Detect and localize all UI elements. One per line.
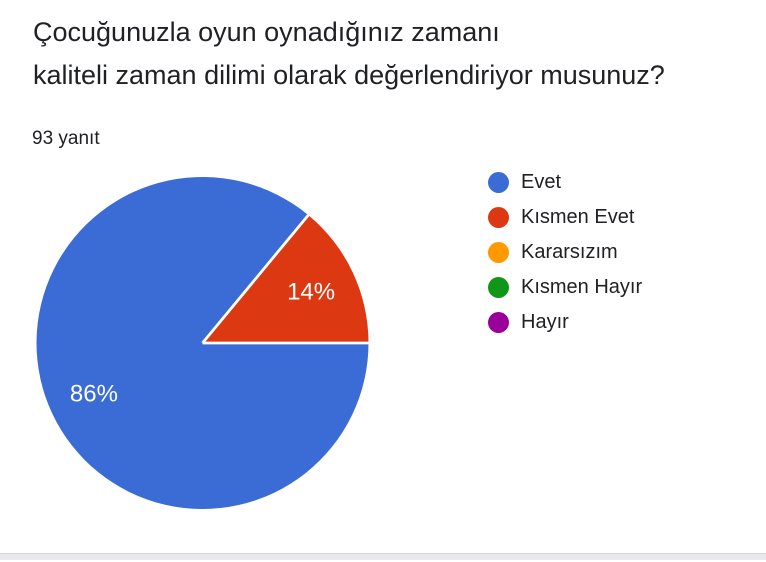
legend-swatch-icon <box>488 312 509 333</box>
response-count: 93 yanıt <box>32 128 100 149</box>
question-title: Çocuğunuzla oyun oynadığınız zamanı kali… <box>33 11 753 97</box>
legend-label: Evet <box>521 171 562 193</box>
legend-label: Kısmen Evet <box>521 206 635 228</box>
bottom-divider <box>0 553 766 560</box>
chart-legend: Evet Kısmen Evet Kararsızım Kısmen Hayır Hay… <box>488 165 642 340</box>
question-title-line-2: kaliteli zaman dilimi olarak değerlendir… <box>33 60 665 90</box>
legend-item-0: Evet <box>488 165 642 200</box>
slice-separator <box>201 214 310 344</box>
legend-label: Hayır <box>521 311 569 333</box>
legend-item-4: Hayır <box>488 305 642 340</box>
question-title-line-1: Çocuğunuzla oyun oynadığınız zamanı <box>33 17 500 47</box>
pie-slice-1[interactable] <box>202 215 369 343</box>
legend-swatch-icon <box>488 172 509 193</box>
pie-slice-percent-label: 14% <box>287 278 335 305</box>
pie-slice-percent-label: 86% <box>70 381 118 408</box>
legend-label: Kısmen Hayır <box>521 276 643 298</box>
legend-item-2: Kararsızım <box>488 235 642 270</box>
legend-swatch-icon <box>488 207 509 228</box>
legend-item-3: Kısmen Hayır <box>488 270 642 305</box>
legend-swatch-icon <box>488 242 509 263</box>
legend-swatch-icon <box>488 277 509 298</box>
legend-item-1: Kısmen Evet <box>488 200 642 235</box>
legend-label: Kararsızım <box>521 241 618 263</box>
